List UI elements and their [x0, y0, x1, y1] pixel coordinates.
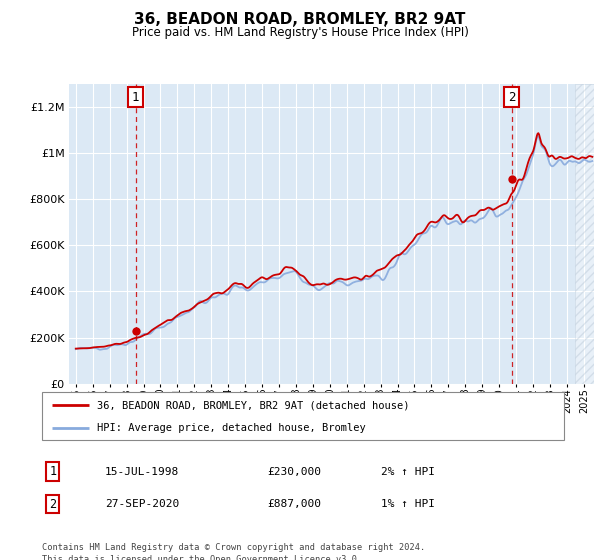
Text: 2: 2: [508, 91, 515, 104]
FancyBboxPatch shape: [42, 392, 564, 440]
Text: 15-JUL-1998: 15-JUL-1998: [105, 466, 179, 477]
Text: 2: 2: [49, 497, 56, 511]
Text: 1: 1: [132, 91, 139, 104]
Text: 36, BEADON ROAD, BROMLEY, BR2 9AT: 36, BEADON ROAD, BROMLEY, BR2 9AT: [134, 12, 466, 27]
Text: £887,000: £887,000: [267, 499, 321, 509]
Text: 1: 1: [49, 465, 56, 478]
Text: 1% ↑ HPI: 1% ↑ HPI: [381, 499, 435, 509]
Text: Contains HM Land Registry data © Crown copyright and database right 2024.
This d: Contains HM Land Registry data © Crown c…: [42, 543, 425, 560]
Text: £230,000: £230,000: [267, 466, 321, 477]
Text: 27-SEP-2020: 27-SEP-2020: [105, 499, 179, 509]
Text: 2% ↑ HPI: 2% ↑ HPI: [381, 466, 435, 477]
Text: 36, BEADON ROAD, BROMLEY, BR2 9AT (detached house): 36, BEADON ROAD, BROMLEY, BR2 9AT (detac…: [97, 400, 409, 410]
Text: HPI: Average price, detached house, Bromley: HPI: Average price, detached house, Brom…: [97, 423, 365, 433]
Text: Price paid vs. HM Land Registry's House Price Index (HPI): Price paid vs. HM Land Registry's House …: [131, 26, 469, 39]
